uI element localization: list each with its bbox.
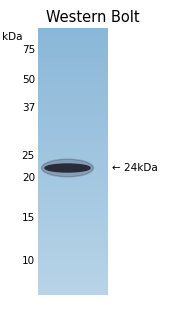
Text: 15: 15 xyxy=(22,213,35,223)
Text: 50: 50 xyxy=(22,75,35,85)
Ellipse shape xyxy=(45,164,90,172)
Text: 20: 20 xyxy=(22,173,35,183)
Text: 10: 10 xyxy=(22,256,35,266)
Text: ← 24kDa: ← 24kDa xyxy=(112,163,158,173)
Text: kDa: kDa xyxy=(2,32,22,42)
Text: 25: 25 xyxy=(22,151,35,161)
Text: 37: 37 xyxy=(22,103,35,113)
Text: 75: 75 xyxy=(22,45,35,55)
Text: Western Bolt: Western Bolt xyxy=(46,10,140,25)
Ellipse shape xyxy=(42,159,93,177)
